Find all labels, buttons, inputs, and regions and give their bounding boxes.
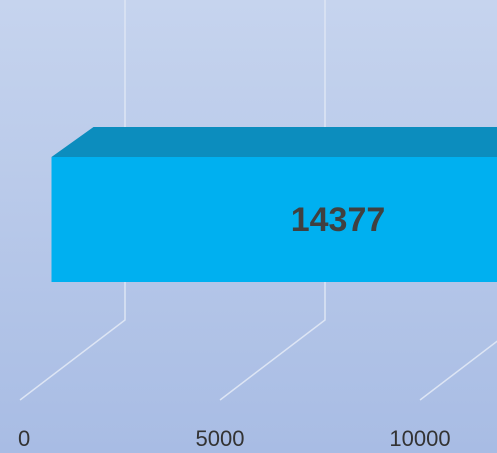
x-tick-label: 0 xyxy=(18,426,30,451)
grid-line xyxy=(419,340,497,401)
bar xyxy=(51,157,497,282)
grid-line xyxy=(19,0,126,401)
x-tick-label: 5000 xyxy=(196,426,245,451)
grid-line xyxy=(219,0,326,401)
x-tick-label: 10000 xyxy=(389,426,450,451)
data-label: 14377 xyxy=(291,201,386,239)
bar-top xyxy=(51,127,497,157)
